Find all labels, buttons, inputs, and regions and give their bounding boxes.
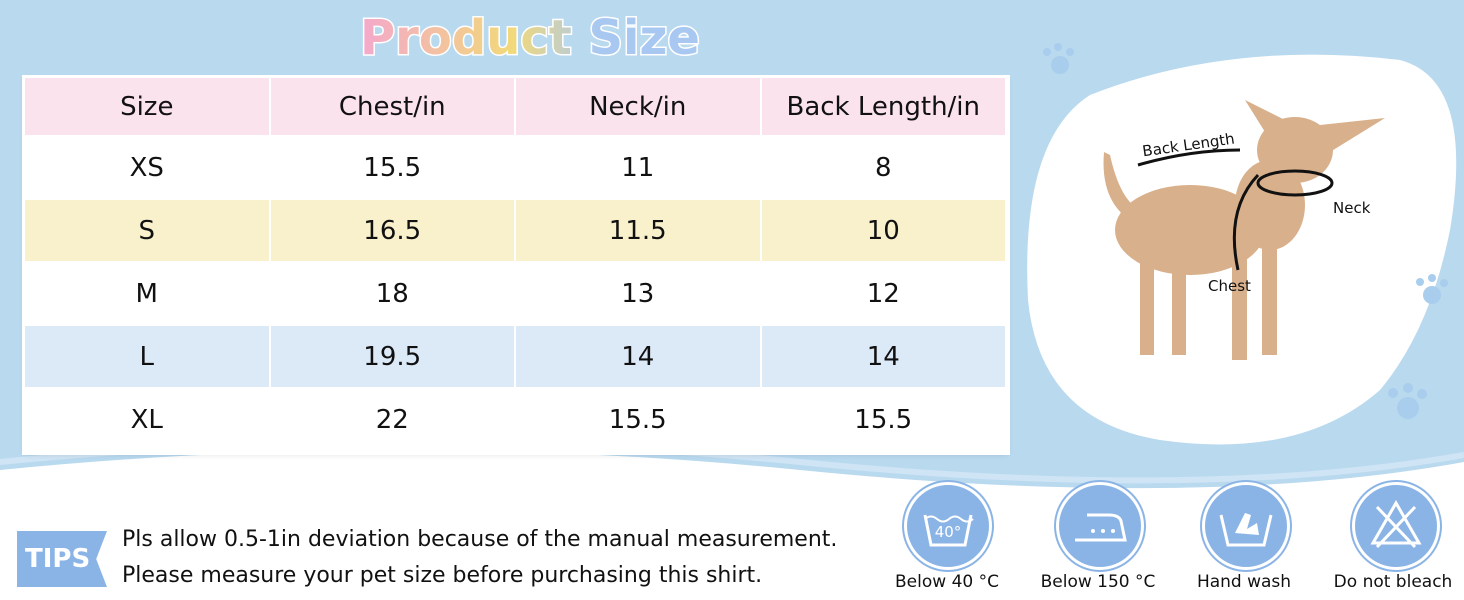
size-table: Size Chest/in Neck/in Back Length/in XS 15.5 1… (25, 78, 1007, 452)
table-cell: 15.5 (761, 389, 1007, 452)
table-cell: XS (25, 137, 271, 200)
care-label: Hand wash (1196, 572, 1292, 592)
table-cell: XL (25, 389, 271, 452)
care-icon: 40° (904, 482, 992, 570)
table-cell: 16.5 (270, 200, 516, 263)
table-cell: 8 (761, 137, 1007, 200)
table-cell: 14 (516, 326, 762, 389)
table-cell: S (25, 200, 271, 263)
table-cell: 10 (761, 200, 1007, 263)
table-cell: L (25, 326, 271, 389)
table-row: S 16.5 11.5 10 (25, 200, 1007, 263)
care-icon (1056, 482, 1144, 570)
header-row: Size Chest/in Neck/in Back Length/in (25, 78, 1007, 137)
diagram-label: Neck (1333, 199, 1371, 217)
table-cell: 15.5 (516, 389, 762, 452)
tip-line: Please measure your pet size before purc… (122, 563, 763, 588)
table-row: XS 15.5 11 8 (25, 137, 1007, 200)
column-header: Chest/in (270, 78, 516, 137)
care-icon (1352, 482, 1440, 570)
tips-badge: TIPS (17, 531, 107, 587)
care-icon (1202, 482, 1290, 570)
dog-illustration (1103, 100, 1385, 360)
table-cell: 11.5 (516, 200, 762, 263)
table-cell: 14 (761, 326, 1007, 389)
table-row: L 19.5 14 14 (25, 326, 1007, 389)
care-label: Do not bleach (1333, 572, 1453, 592)
title-block: Product Size (359, 9, 702, 68)
table-cell: 22 (270, 389, 516, 452)
diagram-label: Chest (1208, 277, 1251, 295)
table-row: XL 22 15.5 15.5 (25, 389, 1007, 452)
care-label: Below 150 °C (1040, 572, 1156, 592)
care-icon-text: 40° (935, 523, 962, 541)
table-cell: 19.5 (270, 326, 516, 389)
table-cell: 15.5 (270, 137, 516, 200)
column-header: Neck/in (516, 78, 762, 137)
table-row: M 18 13 12 (25, 263, 1007, 326)
table-cell: 18 (270, 263, 516, 326)
column-header: Back Length/in (761, 78, 1007, 137)
table-cell: 12 (761, 263, 1007, 326)
tip-line: Pls allow 0.5-1in deviation because of t… (122, 527, 838, 552)
care-label: Below 40 °C (895, 572, 999, 592)
column-header: Size (25, 78, 271, 137)
title: Product Size (360, 10, 700, 66)
table-cell: M (25, 263, 271, 326)
table-cell: 11 (516, 137, 762, 200)
table-cell: 13 (516, 263, 762, 326)
